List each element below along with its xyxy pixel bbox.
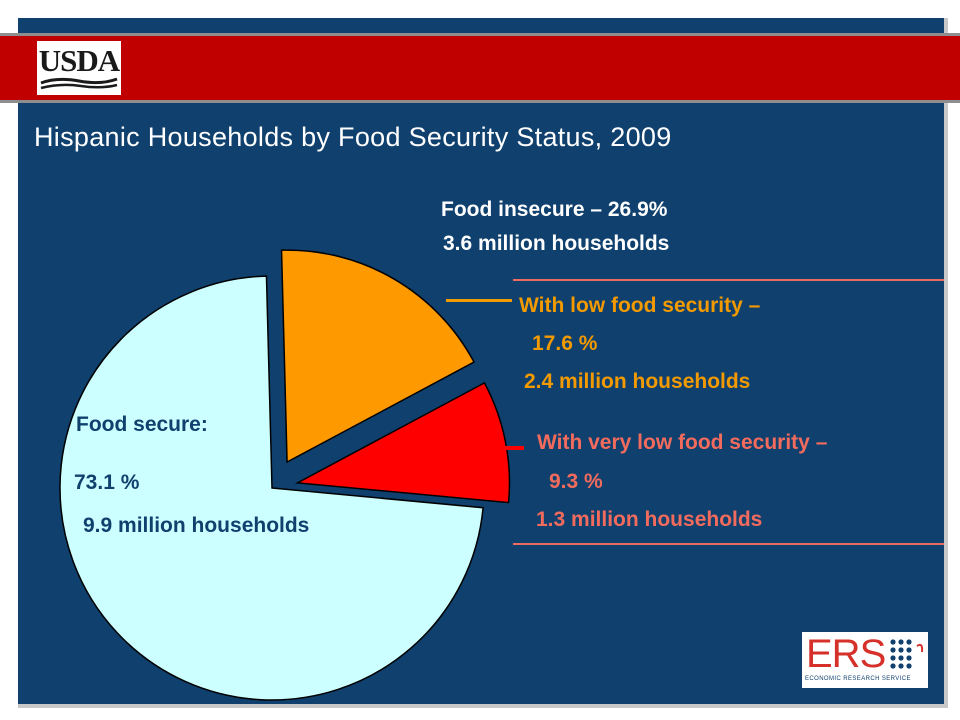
group-bracket-top (513, 279, 944, 281)
food-secure-label: Food secure: (76, 413, 208, 436)
very-low-security-households: 1.3 million households (536, 508, 763, 531)
low-security-label: With low food security – (519, 294, 761, 317)
ers-logo: ERS ECONOMIC RESEARCH SERVICE (802, 632, 928, 688)
pie-slice-very-low-food-security (294, 381, 511, 504)
food-insecure-households: 3.6 million households (443, 232, 670, 255)
food-insecure-label: Food insecure – 26.9% (441, 198, 668, 221)
food-secure-households: 9.9 million households (83, 514, 310, 537)
usda-logo: USDA (37, 41, 121, 95)
chart-title: Hispanic Households by Food Security Sta… (34, 122, 672, 152)
very-low-security-label: With very low food security – (537, 431, 828, 454)
very-low-security-leader-line (504, 446, 524, 450)
very-low-security-percent: 9.3 % (549, 470, 603, 493)
group-bracket-bottom (513, 543, 944, 545)
ers-logo-dots-icon (890, 639, 924, 669)
pie-slice-low-food-security (280, 249, 476, 464)
header-band (0, 33, 960, 103)
low-security-percent: 17.6 % (532, 332, 598, 355)
ers-logo-text: ERS (806, 632, 886, 676)
usda-logo-text: USDA (38, 43, 120, 78)
food-secure-percent: 73.1 % (74, 471, 140, 494)
low-security-households: 2.4 million households (524, 370, 751, 393)
low-security-leader-line (446, 299, 512, 302)
usda-logo-hills (40, 77, 118, 90)
pie-slice-food-secure (59, 275, 484, 701)
ers-logo-subtitle: ECONOMIC RESEARCH SERVICE (805, 676, 911, 682)
